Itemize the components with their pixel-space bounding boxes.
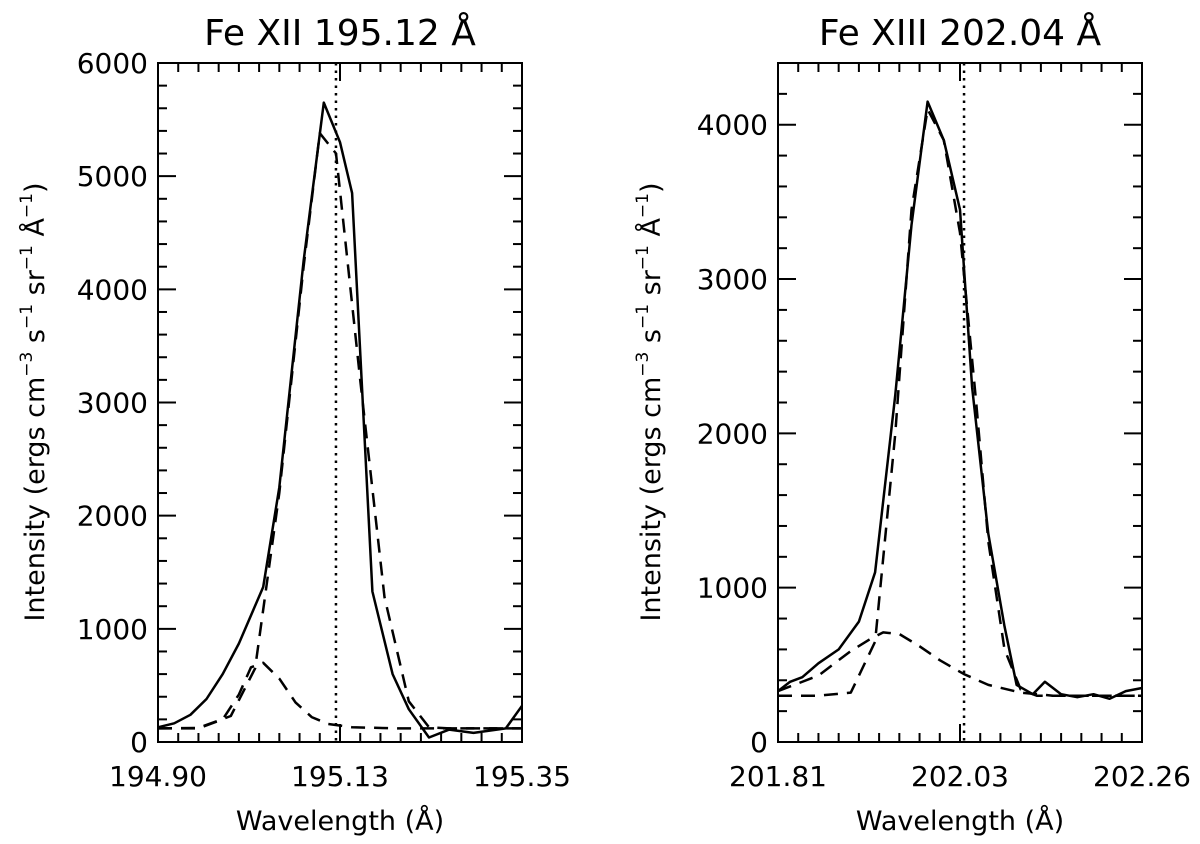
y-axis-label: Intensity (ergs cm−3 s−1 sr−1 Å−1): [17, 182, 51, 621]
y-tick-label: 2000: [697, 417, 768, 450]
y-tick-label: 4000: [697, 109, 768, 142]
x-tick-label: 201.81: [729, 760, 827, 793]
y-tick-label: 3000: [77, 387, 148, 420]
plot-frame: [157, 62, 523, 743]
panel-2: 0 1000 2000 3000 4000 201.81 202.03 202.26 Fe XI…: [633, 11, 1191, 837]
y-axis-label-exponent: −1: [17, 193, 37, 218]
y-axis-label-part: s: [636, 329, 667, 352]
y-tick-label: 0: [750, 726, 768, 759]
y-axis-label-part: Intensity (ergs cm: [20, 377, 51, 622]
x-axis-label: Wavelength (Å): [236, 805, 444, 837]
observed-profile-line-1: [157, 101, 524, 739]
y-tick-label: 3000: [697, 263, 768, 296]
y-axis-label-exponent: −3: [633, 352, 653, 377]
observed-profile-line-1: [777, 100, 1143, 701]
fit-component-line-3: [158, 661, 522, 730]
y-tick-label: 1000: [77, 613, 148, 646]
x-tick-label: 195.35: [473, 760, 571, 793]
x-axis-label: Wavelength (Å): [856, 805, 1064, 837]
y-axis-label-part: sr: [20, 269, 51, 304]
y-axis-label: Intensity (ergs cm−3 s−1 sr−1 Å−1): [633, 182, 667, 621]
y-axis-label-exponent: −3: [17, 352, 37, 377]
y-tick-label: 1000: [697, 572, 768, 605]
y-axis-label-exponent: −1: [633, 304, 653, 329]
y-axis-label-part: ): [636, 182, 667, 193]
y-axis-label-part: sr: [636, 269, 667, 304]
fit-component-line-2: [778, 108, 1142, 697]
y-axis-label-part: Å: [19, 218, 51, 246]
y-tick-label: 4000: [77, 273, 148, 306]
x-tick-label: 194.90: [109, 760, 207, 793]
fit-component-line-3: [777, 631, 1142, 697]
y-axis-label-part: ): [20, 182, 51, 193]
y-axis-label-exponent: −1: [633, 193, 653, 218]
y-axis-label-exponent: −1: [17, 245, 37, 270]
y-tick-label: 6000: [77, 47, 148, 80]
panel-1: 0 1000 2000 3000 4000 5000 6000 194.90 195.13 195…: [17, 11, 571, 837]
y-tick-label: 0: [130, 726, 148, 759]
x-tick-label: 202.26: [1093, 760, 1191, 793]
y-tick-label: 2000: [77, 500, 148, 533]
y-axis-label-part: Å: [635, 218, 667, 246]
y-tick-label: 5000: [77, 160, 148, 193]
y-axis-label-part: s: [20, 329, 51, 352]
y-axis-label-exponent: −1: [17, 304, 37, 329]
x-tick-label: 202.03: [911, 760, 1009, 793]
y-axis-label-exponent: −1: [633, 245, 653, 270]
fit-component-line-2: [157, 131, 522, 730]
chart-title: Fe XIII 202.04 Å: [819, 11, 1102, 54]
y-axis-label-part: Intensity (ergs cm: [636, 377, 667, 622]
chart-title: Fe XII 195.12 Å: [204, 11, 476, 54]
plot-frame: [777, 62, 1143, 743]
x-tick-label: 195.13: [291, 760, 389, 793]
